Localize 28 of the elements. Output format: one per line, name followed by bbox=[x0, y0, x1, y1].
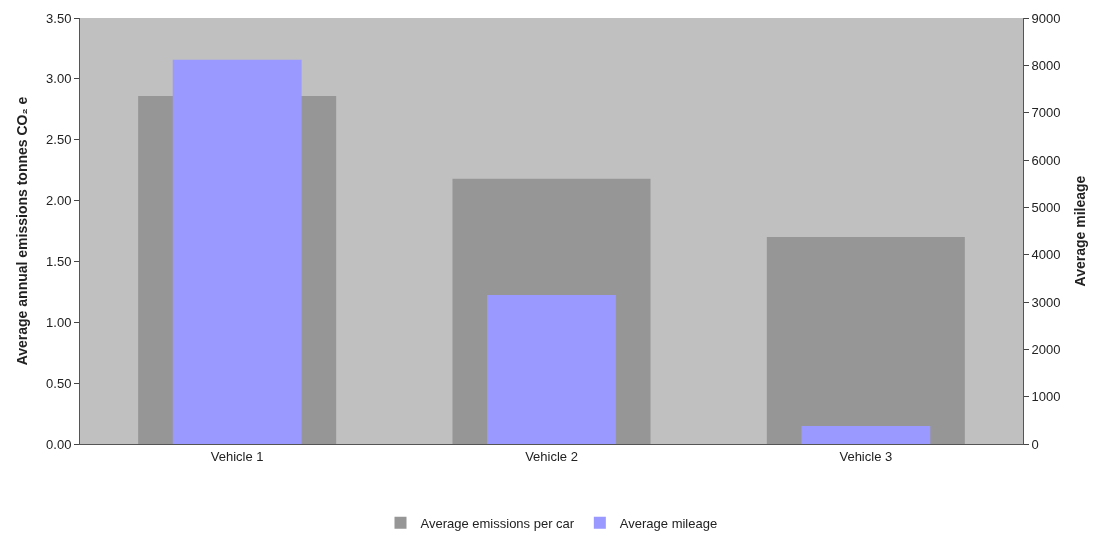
y2-tick-label: 9000 bbox=[1031, 10, 1061, 26]
x-tick-label: Vehicle 2 bbox=[525, 448, 578, 464]
y-tick-label: 3.50 bbox=[46, 10, 72, 26]
bar bbox=[487, 294, 616, 444]
y-tick-label: 1.00 bbox=[46, 314, 72, 330]
y2-tick-label: 8000 bbox=[1031, 57, 1061, 73]
y-tick-label: 2.50 bbox=[46, 132, 72, 148]
legend-label: Average mileage bbox=[619, 515, 718, 531]
y-tick-label: 0.00 bbox=[46, 436, 72, 452]
x-tick-label: Vehicle 3 bbox=[839, 448, 893, 464]
y2-tick-label: 1000 bbox=[1031, 389, 1061, 405]
y-axis-title: Average annual emissions tonnes CO₂ e bbox=[13, 96, 30, 366]
y-tick-label: 0.50 bbox=[46, 375, 72, 391]
y2-tick-label: 3000 bbox=[1031, 294, 1061, 310]
y2-tick-label: 2000 bbox=[1031, 341, 1061, 357]
y2-tick-label: 4000 bbox=[1031, 247, 1061, 263]
y2-tick-label: 5000 bbox=[1031, 199, 1061, 215]
bar bbox=[766, 237, 965, 444]
y2-tick-label: 7000 bbox=[1031, 105, 1061, 121]
y2-tick-label: 6000 bbox=[1031, 152, 1061, 168]
legend-label: Average emissions per car bbox=[420, 515, 575, 531]
y2-tick-label: 0 bbox=[1031, 436, 1039, 452]
y-tick-label: 2.00 bbox=[46, 193, 72, 209]
y-tick-label: 3.00 bbox=[46, 71, 72, 87]
bar bbox=[801, 426, 931, 444]
x-tick-label: Vehicle 1 bbox=[210, 448, 264, 464]
y2-axis-title: Average mileage bbox=[1071, 175, 1088, 287]
y-tick-label: 1.50 bbox=[46, 253, 72, 269]
